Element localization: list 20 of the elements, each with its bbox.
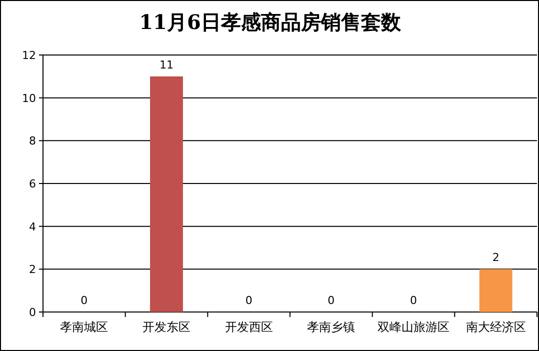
x-tick-label: 孝南乡镇 (307, 320, 356, 334)
chart-title: 11月6日孝感商品房销售套数 (139, 10, 402, 34)
y-tick-label: 8 (29, 134, 36, 148)
y-tick-label: 12 (22, 49, 36, 62)
y-tick-label: 2 (29, 263, 36, 276)
data-label: 0 (80, 294, 88, 307)
y-tick-label: 0 (29, 306, 36, 319)
y-tick-label: 6 (29, 178, 36, 190)
x-tick-label: 开发西区 (224, 320, 273, 334)
x-tick-label: 双峰山旅游区 (378, 320, 450, 334)
data-label: 2 (492, 251, 500, 264)
x-tick-label: 孝南城区 (60, 320, 108, 334)
data-label: 0 (410, 294, 417, 307)
data-label: 0 (245, 294, 252, 307)
y-tick-label: 4 (29, 220, 36, 234)
x-tick-label: 开发东区 (142, 320, 190, 334)
y-tick-label: 10 (22, 92, 36, 105)
x-tick-label: 南大经济区 (466, 320, 526, 334)
data-label: 0 (328, 294, 335, 307)
data-label: 11 (160, 58, 174, 72)
